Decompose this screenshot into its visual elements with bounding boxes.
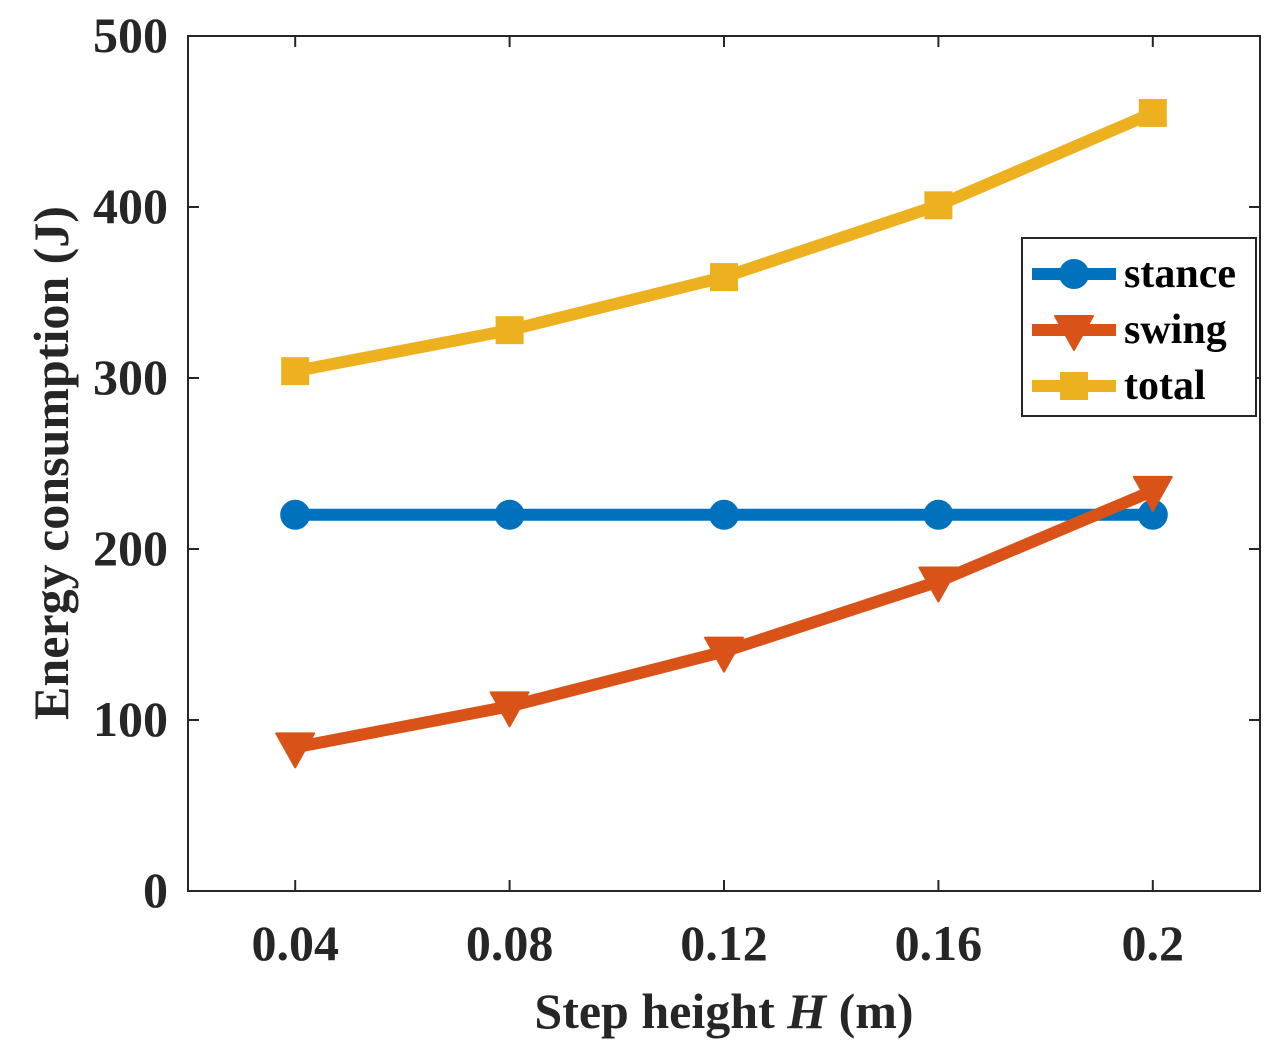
total-point: [495, 316, 524, 345]
legend-swatch-marker: [1059, 259, 1089, 289]
y-tick-labels: 0 100 200 300 400 500: [93, 7, 168, 918]
x-tick-label: 0.12: [680, 915, 768, 971]
plot-area: [187, 35, 1261, 892]
y-tick-label: 0: [143, 862, 168, 918]
legend-item-total: total: [1032, 363, 1206, 409]
x-axis-title-suffix: (m): [826, 983, 913, 1039]
x-tick-label: 0.08: [466, 915, 554, 971]
series-swing: [275, 475, 1173, 769]
legend: stance swing total: [1021, 237, 1257, 417]
stance-point: [923, 499, 954, 530]
legend-label: total: [1124, 363, 1206, 409]
swing-point: [1132, 475, 1173, 512]
stance-point: [709, 499, 739, 530]
swing-point: [275, 732, 316, 769]
series-layer: [275, 98, 1173, 769]
x-tick-label: 0.04: [251, 915, 339, 971]
total-point: [281, 357, 310, 386]
y-tick-label: 400: [93, 178, 168, 234]
y-tick-label: 100: [93, 691, 168, 747]
total-point: [710, 263, 738, 292]
series-total: [281, 98, 1167, 386]
y-tick-label: 200: [93, 520, 168, 576]
stance-point: [494, 499, 525, 530]
x-tick-labels: 0.04 0.08 0.12 0.16 0.2: [251, 915, 1184, 971]
swing-point: [918, 566, 959, 603]
y-axis-title: Energy consumption (J): [23, 206, 79, 720]
x-tick-label: 0.16: [895, 915, 983, 971]
legend-swatch-marker: [1060, 372, 1088, 400]
x-axis-title-variable: H: [786, 983, 828, 1039]
legend-item-stance: stance: [1032, 251, 1236, 297]
x-tick-label: 0.2: [1122, 915, 1185, 971]
y-tick-label: 300: [93, 349, 168, 405]
stance-point: [280, 499, 311, 530]
series-stance: [280, 499, 1168, 530]
x-axis-title: Step height H (m): [534, 983, 913, 1039]
total-point: [924, 191, 953, 220]
legend-item-swing: swing: [1032, 307, 1227, 353]
legend-label: swing: [1124, 307, 1227, 353]
y-tick-label: 500: [93, 7, 168, 63]
legend-label: stance: [1124, 251, 1236, 297]
swing-point: [704, 636, 744, 673]
total-point: [1138, 98, 1167, 127]
swing-point: [489, 691, 530, 728]
legend-swatch-marker: [1054, 315, 1094, 351]
x-axis-title-prefix: Step height: [534, 983, 787, 1039]
